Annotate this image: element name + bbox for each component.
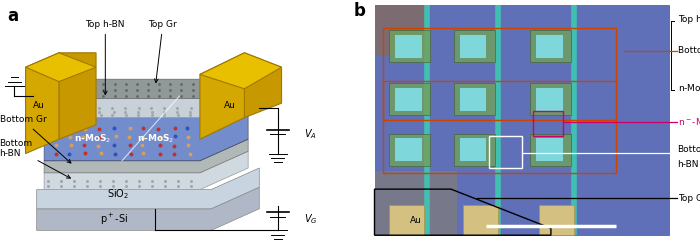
Text: n$^-$-MoS$_2$: n$^-$-MoS$_2$ xyxy=(678,116,700,129)
Polygon shape xyxy=(44,79,89,98)
Bar xyxy=(536,35,563,58)
Bar xyxy=(395,88,421,111)
Bar xyxy=(531,30,571,62)
Text: Top Gr: Top Gr xyxy=(148,20,177,83)
Bar xyxy=(489,136,522,168)
Polygon shape xyxy=(44,151,248,190)
Polygon shape xyxy=(59,53,96,139)
Bar xyxy=(536,138,563,162)
Bar xyxy=(531,134,571,166)
Bar xyxy=(536,88,563,111)
Polygon shape xyxy=(44,96,248,161)
Text: a: a xyxy=(7,7,18,25)
Polygon shape xyxy=(374,5,668,235)
Bar xyxy=(395,35,421,58)
Polygon shape xyxy=(44,139,248,173)
Bar xyxy=(395,138,421,162)
Text: Bottom
h-BN: Bottom h-BN xyxy=(0,139,71,178)
Text: Top h-BN: Top h-BN xyxy=(678,15,700,24)
Polygon shape xyxy=(89,58,248,98)
Text: $V_G$: $V_G$ xyxy=(304,213,317,227)
Text: Au: Au xyxy=(410,216,421,225)
Bar xyxy=(460,35,486,58)
Bar xyxy=(460,138,486,162)
Text: n-MoS$_2$: n-MoS$_2$ xyxy=(74,133,111,145)
Text: Top Gr: Top Gr xyxy=(678,194,700,203)
Bar xyxy=(389,30,430,62)
Polygon shape xyxy=(44,77,248,118)
Text: h-BN: h-BN xyxy=(678,160,699,169)
Text: Au: Au xyxy=(224,101,235,110)
Polygon shape xyxy=(36,187,259,230)
Bar xyxy=(460,88,486,111)
Bar xyxy=(389,134,430,166)
Polygon shape xyxy=(200,53,244,139)
Bar xyxy=(454,30,495,62)
Text: p$^+$-Si: p$^+$-Si xyxy=(100,212,129,227)
Polygon shape xyxy=(244,53,281,118)
Bar xyxy=(389,205,424,235)
Bar xyxy=(463,205,498,235)
Text: SiO$_2$: SiO$_2$ xyxy=(107,187,130,201)
Text: Bottom: Bottom xyxy=(678,145,700,155)
Text: Au: Au xyxy=(33,101,45,110)
Polygon shape xyxy=(374,5,428,55)
Bar xyxy=(531,83,571,115)
Bar xyxy=(384,81,615,173)
Polygon shape xyxy=(26,53,59,154)
Text: Bottom Gr: Bottom Gr xyxy=(678,46,700,55)
Bar xyxy=(539,205,575,235)
Bar xyxy=(454,134,495,166)
Polygon shape xyxy=(374,171,457,235)
Bar xyxy=(454,83,495,115)
Text: Top h-BN: Top h-BN xyxy=(85,20,125,95)
Polygon shape xyxy=(36,168,259,209)
Polygon shape xyxy=(200,53,281,89)
Text: $V_A$: $V_A$ xyxy=(304,127,316,141)
Bar xyxy=(533,111,563,136)
Text: Bottom Gr: Bottom Gr xyxy=(0,115,71,163)
Text: b: b xyxy=(354,2,365,20)
Text: n-MoS$_2$: n-MoS$_2$ xyxy=(136,133,174,145)
Text: n-MoS$_2$: n-MoS$_2$ xyxy=(678,83,700,95)
Bar xyxy=(384,28,615,120)
Polygon shape xyxy=(26,53,96,82)
Bar xyxy=(389,83,430,115)
